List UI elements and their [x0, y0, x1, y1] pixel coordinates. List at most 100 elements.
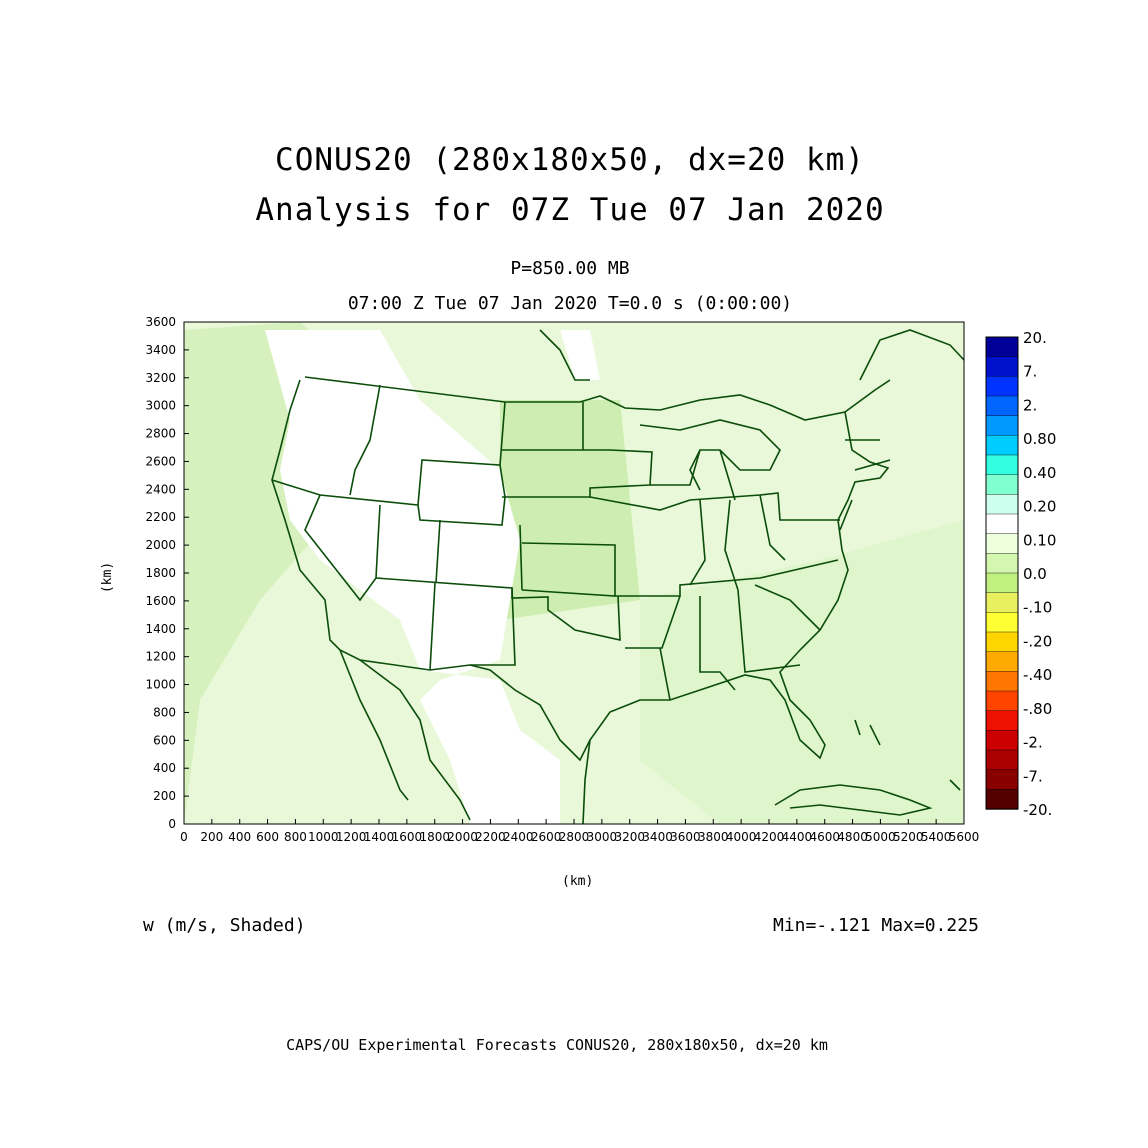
- atlantic-shading: [640, 520, 964, 824]
- nevada: [304, 494, 381, 602]
- x-tick-label: 5400: [921, 830, 952, 844]
- x-tick-label: 0: [180, 830, 188, 844]
- x-tick-label: 2000: [447, 830, 478, 844]
- colorbar-swatch: [985, 592, 1019, 614]
- y-tick-label: 1400: [145, 622, 176, 636]
- field-minmax: Min=-.121 Max=0.225: [773, 915, 979, 936]
- x-tick-label: 1200: [336, 830, 367, 844]
- colorbar-label: -2.: [1023, 734, 1043, 752]
- x-tick-label: 4800: [837, 830, 868, 844]
- x-axis-ticks: 0 200 400 600 800 100012001400160018002000220…: [180, 819, 979, 844]
- southeast-states: [615, 559, 839, 701]
- mexico-gulf-coast: [582, 739, 591, 824]
- y-tick-label: 600: [153, 733, 176, 747]
- four-corners: [429, 519, 523, 671]
- x-tick-label: 4600: [809, 830, 840, 844]
- y-tick-label: 3000: [145, 399, 176, 413]
- x-tick-label: 200: [200, 830, 223, 844]
- colorbar-label: 20.: [1023, 329, 1047, 347]
- x-tick-label: 2400: [503, 830, 534, 844]
- colorbar-swatch: [985, 572, 1019, 594]
- colorbar-swatch: [985, 789, 1019, 810]
- colorbar-swatch: [985, 612, 1019, 633]
- colorbar-label: 0.80: [1023, 430, 1056, 448]
- colorbar-swatch: [985, 356, 1019, 378]
- colorbar-swatch: [985, 631, 1019, 653]
- y-tick-label: 0: [168, 817, 176, 831]
- x-tick-label: 3800: [698, 830, 729, 844]
- x-tick-label: 4200: [754, 830, 785, 844]
- y-axis-label: (km): [100, 561, 116, 594]
- x-tick-label: 1400: [364, 830, 395, 844]
- great-lakes: [639, 419, 781, 501]
- x-tick-label: 1600: [392, 830, 423, 844]
- plains-states: [502, 402, 653, 597]
- colorbar-swatch: [985, 435, 1019, 456]
- colorbar-label: 2.: [1023, 396, 1037, 414]
- map-panel: [184, 322, 964, 824]
- x-tick-label: 4000: [726, 830, 757, 844]
- x-tick-label: 2600: [531, 830, 562, 844]
- colorbar-swatch: [985, 671, 1019, 692]
- colorbar-frame: [985, 336, 1019, 810]
- colorbar-label: -20.: [1023, 801, 1052, 819]
- x-tick-label: 5600: [949, 830, 980, 844]
- boundaries: [271, 329, 964, 824]
- colorbar-label: 0.10: [1023, 531, 1056, 549]
- pressure-level-label: P=850.00 MB: [510, 258, 630, 279]
- colorbar-label: -.40: [1023, 666, 1052, 684]
- plot-title-line2: Analysis for 07Z Tue 07 Jan 2020: [255, 192, 885, 228]
- colorbar-label: -.80: [1023, 700, 1052, 718]
- colorbar-swatch: [985, 454, 1019, 476]
- idaho-montana-lines: [349, 384, 506, 526]
- y-tick-label: 3600: [145, 315, 176, 329]
- colorbar-label: 0.20: [1023, 498, 1056, 516]
- x-tick-label: 5000: [865, 830, 896, 844]
- y-axis-ticks: 0 200 400 600 800 1000 1200 1400 1600 1800 2000 220…: [145, 315, 189, 831]
- colorbar: 20. 7. 2. 0.80 0.40 0.20 0.10 0.0 -.10 -.20 -.40 -.…: [985, 329, 1056, 819]
- near-zero-region: [265, 330, 560, 824]
- x-tick-label: 1000: [308, 830, 339, 844]
- x-tick-label: 2800: [559, 830, 590, 844]
- colorbar-swatch: [985, 513, 1019, 535]
- colorbar-swatch: [985, 415, 1019, 437]
- y-tick-label: 2200: [145, 510, 176, 524]
- baja-mexico: [339, 649, 471, 821]
- x-tick-label: 800: [284, 830, 307, 844]
- x-tick-label: 3000: [587, 830, 618, 844]
- us-outline: [271, 376, 891, 762]
- y-tick-label: 1800: [145, 566, 176, 580]
- colorbar-swatch: [985, 474, 1019, 496]
- colorbar-label: 7.: [1023, 363, 1037, 381]
- canada-coast: [539, 329, 964, 381]
- y-tick-label: 400: [153, 761, 176, 775]
- y-tick-label: 3200: [145, 371, 176, 385]
- colorbar-label: -7.: [1023, 767, 1043, 785]
- x-tick-label: 5200: [893, 830, 924, 844]
- y-tick-label: 1000: [145, 678, 176, 692]
- y-tick-label: 1200: [145, 650, 176, 664]
- colorbar-swatch: [985, 553, 1019, 574]
- x-tick-label: 3400: [642, 830, 673, 844]
- colorbar-swatch: [985, 651, 1019, 673]
- x-tick-label: 3200: [614, 830, 645, 844]
- x-axis-label: (km): [562, 874, 594, 889]
- y-tick-label: 2600: [145, 454, 176, 468]
- colorbar-label: 0.0: [1023, 565, 1047, 583]
- colorbar-swatch: [985, 690, 1019, 712]
- x-tick-label: 2200: [475, 830, 506, 844]
- northwest-states: [271, 401, 506, 506]
- hudson-bay-white: [560, 330, 600, 380]
- midwest-states: [589, 449, 840, 591]
- x-tick-label: 3600: [670, 830, 701, 844]
- colorbar-swatch: [985, 749, 1019, 771]
- colorbar-swatch: [985, 710, 1019, 732]
- colorbar-swatch: [985, 336, 1019, 358]
- valid-time-label: 07:00 Z Tue 07 Jan 2020 T=0.0 s (0:00:00…: [347, 293, 793, 314]
- colorbar-swatch: [985, 730, 1019, 751]
- colorbar-label: -.10: [1023, 599, 1052, 617]
- y-tick-label: 3400: [145, 343, 176, 357]
- northeast-coast: [839, 439, 891, 531]
- colorbar-swatch: [985, 533, 1019, 555]
